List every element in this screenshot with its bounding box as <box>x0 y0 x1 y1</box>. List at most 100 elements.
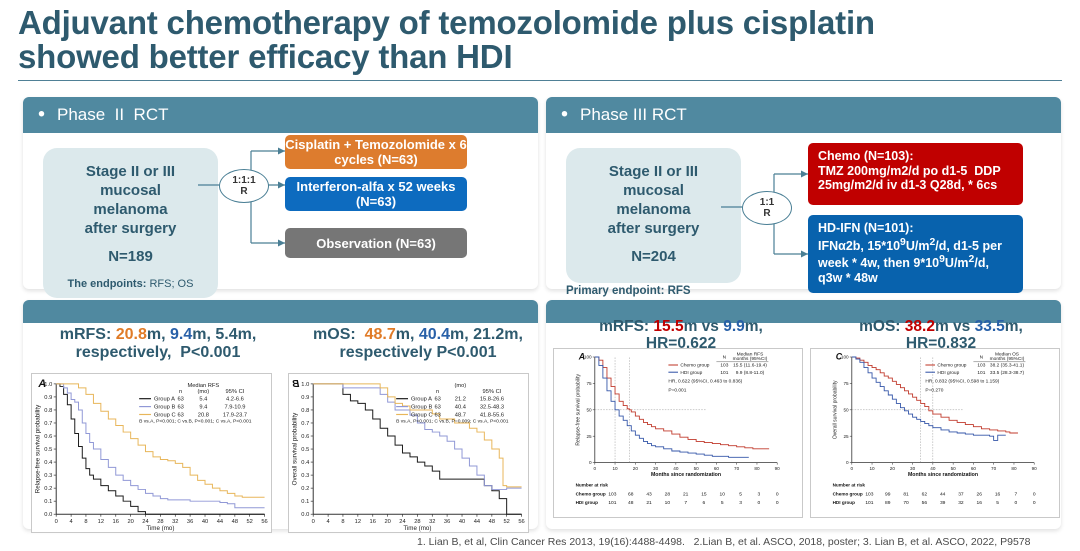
svg-text:60: 60 <box>971 466 977 471</box>
svg-text:3: 3 <box>739 500 742 506</box>
svg-text:0: 0 <box>589 460 592 465</box>
svg-text:56: 56 <box>922 500 928 506</box>
svg-text:0: 0 <box>846 460 849 465</box>
svg-text:36: 36 <box>187 519 193 525</box>
svg-text:44: 44 <box>217 519 224 525</box>
svg-text:0.0: 0.0 <box>44 512 52 518</box>
svg-text:4: 4 <box>327 519 331 525</box>
svg-text:48: 48 <box>489 519 495 525</box>
svg-text:41.8-55.6: 41.8-55.6 <box>480 412 504 418</box>
svg-text:5: 5 <box>721 500 724 506</box>
svg-text:N: N <box>980 355 984 361</box>
svg-text:Time (mo): Time (mo) <box>403 525 431 532</box>
svg-text:62: 62 <box>922 491 928 497</box>
svg-text:Group A: Group A <box>154 397 175 403</box>
svg-text:20.8: 20.8 <box>198 412 209 418</box>
svg-text:0.5: 0.5 <box>301 447 309 453</box>
svg-text:0: 0 <box>851 466 854 471</box>
svg-text:50: 50 <box>586 407 592 412</box>
svg-text:1.0: 1.0 <box>44 382 52 388</box>
svg-text:95% CI: 95% CI <box>226 389 245 395</box>
svg-text:10: 10 <box>869 466 875 471</box>
svg-text:Overall survival probability: Overall survival probability <box>291 412 298 485</box>
svg-text:101: 101 <box>865 500 873 506</box>
svg-text:0.6: 0.6 <box>44 434 52 440</box>
svg-text:90: 90 <box>1032 466 1038 471</box>
svg-text:Group B: Group B <box>411 405 432 411</box>
svg-text:0.4: 0.4 <box>44 460 53 466</box>
svg-text:4: 4 <box>70 519 74 525</box>
svg-text:Number at risk: Number at risk <box>833 483 866 488</box>
svg-text:52: 52 <box>246 519 252 525</box>
svg-text:26: 26 <box>977 491 983 497</box>
svg-text:0: 0 <box>1033 500 1036 506</box>
svg-text:0.9: 0.9 <box>301 395 309 401</box>
svg-text:101: 101 <box>977 370 985 376</box>
svg-text:56: 56 <box>261 519 267 525</box>
svg-text:21: 21 <box>683 491 689 497</box>
svg-text:B vs.A, P<0.001; C vs.B, P=0.0: B vs.A, P<0.001; C vs.B, P=0.009; C vs.A… <box>396 418 509 424</box>
svg-text:10: 10 <box>665 500 671 506</box>
svg-text:28: 28 <box>665 491 671 497</box>
svg-text:15: 15 <box>701 491 707 497</box>
svg-text:HR, 0.622 (95%CI, 0.463 to 0.8: HR, 0.622 (95%CI, 0.463 to 0.836) <box>668 379 742 385</box>
svg-text:HDI group: HDI group <box>833 500 856 505</box>
svg-text:63: 63 <box>434 397 440 403</box>
svg-text:25: 25 <box>843 434 849 439</box>
svg-text:70: 70 <box>991 466 997 471</box>
svg-text:20: 20 <box>384 519 390 525</box>
svg-text:months (95%CI): months (95%CI) <box>733 356 768 362</box>
svg-text:32: 32 <box>958 500 964 506</box>
svg-text:B: B <box>292 379 299 390</box>
svg-text:50: 50 <box>843 407 849 412</box>
svg-text:0: 0 <box>55 519 58 525</box>
svg-text:7.9-10.9: 7.9-10.9 <box>224 405 245 411</box>
svg-text:1.0: 1.0 <box>301 382 309 388</box>
svg-text:0.4: 0.4 <box>301 460 310 466</box>
svg-text:44: 44 <box>474 519 481 525</box>
svg-text:95% CI: 95% CI <box>483 389 502 395</box>
svg-text:20: 20 <box>890 466 896 471</box>
svg-text:0.2: 0.2 <box>44 486 52 492</box>
svg-text:months (95%CI): months (95%CI) <box>990 356 1025 362</box>
svg-text:0.0: 0.0 <box>301 512 309 518</box>
svg-text:56: 56 <box>518 519 524 525</box>
svg-text:9.9 (8.8-11.0): 9.9 (8.8-11.0) <box>736 370 765 376</box>
svg-text:Relapse-free survival probabil: Relapse-free survival probability <box>576 374 582 446</box>
svg-text:38.2 (35.3-41.1): 38.2 (35.3-41.1) <box>990 363 1025 369</box>
svg-text:0.5: 0.5 <box>44 447 52 453</box>
svg-text:Group A: Group A <box>411 397 432 403</box>
svg-text:16: 16 <box>995 491 1001 497</box>
svg-text:30: 30 <box>653 466 659 471</box>
svg-text:48.7: 48.7 <box>455 412 466 418</box>
svg-text:33.5 (28.3-38.7): 33.5 (28.3-38.7) <box>990 370 1025 376</box>
svg-text:16: 16 <box>370 519 376 525</box>
svg-text:63: 63 <box>177 405 183 411</box>
svg-text:40: 40 <box>202 519 208 525</box>
svg-text:20: 20 <box>127 519 133 525</box>
svg-text:68: 68 <box>628 491 634 497</box>
svg-text:Chemo group: Chemo group <box>680 363 709 369</box>
svg-text:5: 5 <box>996 500 999 506</box>
svg-text:Number at risk: Number at risk <box>576 483 609 488</box>
svg-text:Months since randomization: Months since randomization <box>908 472 978 478</box>
svg-text:5.4: 5.4 <box>199 397 208 403</box>
svg-text:4.2-6.6: 4.2-6.6 <box>226 397 244 403</box>
svg-text:99: 99 <box>885 491 891 497</box>
svg-text:Months since randomization: Months since randomization <box>651 472 721 478</box>
svg-text:63: 63 <box>177 397 183 403</box>
svg-text:48: 48 <box>628 500 634 506</box>
svg-text:0: 0 <box>1015 500 1018 506</box>
svg-text:7: 7 <box>1015 491 1018 497</box>
svg-text:0.1: 0.1 <box>44 499 52 505</box>
svg-text:N: N <box>723 355 727 361</box>
svg-text:0: 0 <box>758 500 761 506</box>
svg-text:25: 25 <box>586 434 592 439</box>
svg-text:HR, 0.832 (95%CI, 0.598 to 1.1: HR, 0.832 (95%CI, 0.598 to 1.159) <box>925 379 999 385</box>
svg-text:9.4: 9.4 <box>199 405 208 411</box>
svg-text:3: 3 <box>758 491 761 497</box>
svg-text:48: 48 <box>232 519 238 525</box>
svg-text:103: 103 <box>865 491 873 497</box>
svg-text:0.8: 0.8 <box>44 408 52 414</box>
svg-text:103: 103 <box>608 491 616 497</box>
